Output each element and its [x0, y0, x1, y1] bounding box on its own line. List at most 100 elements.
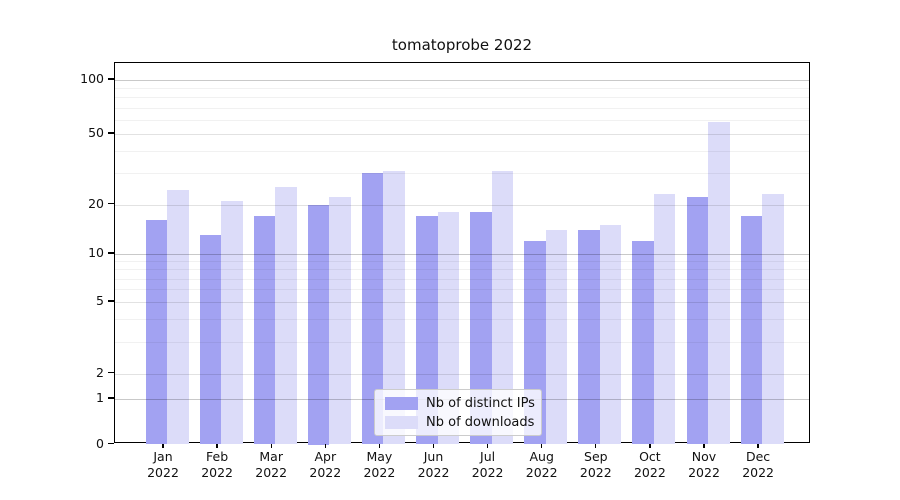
x-tick-label-year: 2022 [742, 465, 774, 480]
x-tick-label-month: May [366, 448, 393, 464]
bar-distinct-ips [416, 216, 438, 445]
x-tick-label: Feb 2022 [189, 449, 245, 482]
x-tick-label-year: 2022 [688, 465, 720, 480]
bar-downloads [437, 212, 459, 445]
legend-label-downloads: Nb of downloads [426, 414, 535, 430]
y-tick [108, 442, 114, 445]
x-tick-label-month: Dec [745, 448, 771, 464]
x-tick-label-month: Mar [259, 448, 283, 464]
y-tick [108, 202, 114, 205]
bar-downloads [708, 122, 730, 445]
legend-swatch-distinct-ips [385, 396, 418, 410]
bar-downloads [383, 170, 405, 445]
gridline-y-50 [115, 134, 809, 135]
gridline-y-6 [115, 289, 809, 291]
x-tick [378, 443, 381, 448]
bar-downloads [545, 229, 568, 445]
x-tick-label-month: Aug [529, 448, 554, 464]
x-tick-label-month: Oct [639, 448, 661, 464]
bar-downloads [599, 225, 622, 445]
gridline-y-10 [115, 254, 809, 256]
x-tick-label: Dec 2022 [730, 449, 786, 482]
y-tick-label: 2 [96, 364, 104, 380]
x-tick-label-year: 2022 [579, 465, 612, 480]
y-tick-label: 20 [88, 195, 104, 211]
x-tick-label: May 2022 [351, 449, 407, 482]
x-tick-label-year: 2022 [201, 465, 233, 480]
gridline-y-8 [115, 269, 809, 271]
legend-swatch-downloads [385, 415, 418, 429]
gridline-y-100 [115, 80, 809, 82]
x-tick-label-year: 2022 [309, 465, 342, 480]
x-tick-label-year: 2022 [417, 465, 450, 480]
x-tick [162, 443, 164, 448]
x-tick-label: Oct 2022 [622, 449, 678, 482]
x-tick-label: Nov 2022 [676, 449, 732, 482]
x-tick-label-month: Sep [584, 448, 608, 464]
x-tick [703, 443, 705, 448]
x-tick-label-year: 2022 [633, 465, 666, 480]
x-tick-label-year: 2022 [525, 465, 558, 480]
gridline-y-3 [115, 341, 809, 343]
bar-distinct-ips [361, 173, 384, 445]
x-tick-label: Jun 2022 [406, 449, 462, 482]
x-tick [595, 443, 597, 448]
x-tick [649, 443, 651, 448]
x-tick-label: Apr 2022 [297, 449, 353, 482]
x-tick-label: Mar 2022 [243, 449, 299, 482]
bar-distinct-ips [145, 220, 167, 445]
y-tick-label: 1 [96, 390, 104, 405]
gridline-y-5 [115, 302, 809, 303]
gridline-y-2 [115, 373, 809, 375]
x-tick-label-year: 2022 [471, 465, 504, 480]
plot-area [114, 62, 810, 445]
x-tick-label-month: Jul [480, 448, 496, 464]
gridline-y-90 [115, 88, 809, 90]
bar-distinct-ips [632, 240, 654, 445]
legend-label-distinct-ips: Nb of distinct IPs [426, 395, 535, 411]
gridline-y-7 [115, 278, 809, 280]
bar-distinct-ips [578, 229, 600, 445]
gridline-y-4 [115, 319, 809, 321]
x-tick-label-year: 2022 [363, 465, 396, 480]
gridline-y-80 [115, 97, 809, 99]
x-tick-label-month: Nov [691, 448, 717, 464]
legend: Nb of distinct IPs Nb of downloads [374, 389, 542, 436]
y-tick [108, 397, 114, 399]
bar-downloads [167, 190, 189, 445]
x-tick-label-month: Feb [206, 448, 229, 464]
x-tick [216, 443, 218, 448]
gridline-y-40 [115, 151, 809, 153]
x-tick-label-month: Jan [153, 448, 173, 464]
y-tick-label: 0 [96, 435, 104, 451]
y-tick [108, 300, 114, 302]
bar-downloads [329, 197, 351, 445]
grid-layer [115, 63, 809, 442]
x-tick-label-year: 2022 [147, 465, 179, 480]
y-tick-label: 50 [88, 125, 104, 140]
x-tick-label-month: Apr [314, 448, 337, 464]
y-tick [108, 132, 114, 134]
y-tick-label: 5 [96, 293, 104, 308]
gridline-y-30 [115, 173, 809, 175]
x-tick [432, 443, 435, 448]
bar-distinct-ips [470, 212, 492, 445]
gridline-y-60 [115, 119, 809, 121]
legend-item-downloads: Nb of downloads [385, 415, 541, 430]
gridline-y-20 [115, 204, 809, 206]
bar-distinct-ips [686, 197, 708, 445]
bars-layer [115, 63, 809, 445]
x-tick [541, 443, 543, 448]
y-tick [108, 252, 114, 254]
x-tick-label-month: Jun [423, 448, 444, 464]
bar-downloads [491, 170, 514, 445]
bar-downloads [653, 193, 676, 445]
chart-title: tomatoprobe 2022 [391, 36, 533, 54]
x-tick-label: Jul 2022 [460, 449, 516, 482]
y-tick-label: 10 [88, 245, 104, 260]
y-tick [108, 371, 114, 374]
gridline-y-70 [115, 107, 809, 109]
legend-item-distinct-ips: Nb of distinct IPs [385, 396, 541, 411]
bar-downloads [221, 200, 243, 445]
